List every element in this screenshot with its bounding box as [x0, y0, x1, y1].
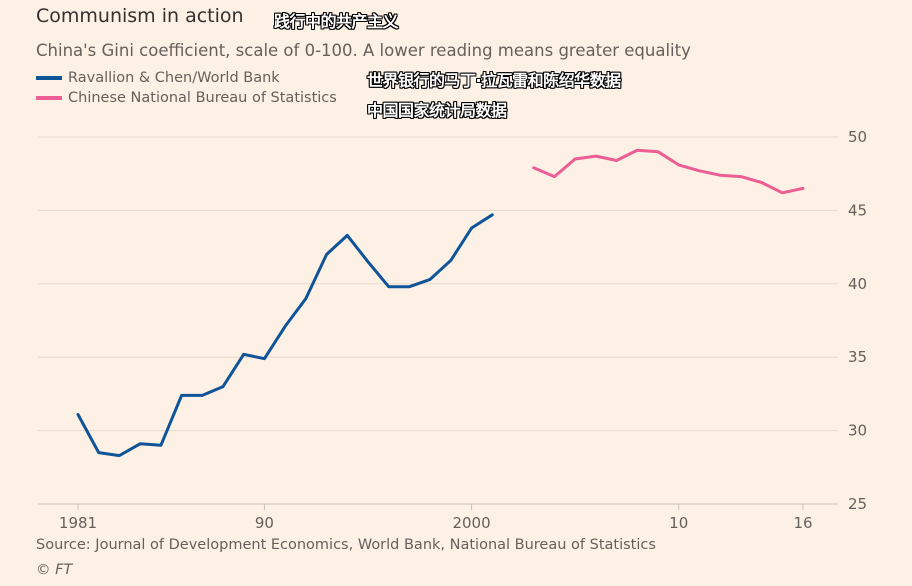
data-point: [346, 234, 349, 237]
chart-subtitle: China's Gini coefficient, scale of 0-100…: [36, 41, 691, 60]
data-point: [449, 259, 453, 262]
data-point: [594, 154, 598, 158]
data-point: [325, 253, 328, 256]
data-point: [138, 442, 142, 446]
data-point: [698, 169, 701, 172]
ft-credit: © FT: [36, 562, 73, 578]
data-point: [76, 413, 80, 416]
data-point: [615, 159, 618, 162]
source-note: Source: Journal of Development Economics…: [36, 537, 656, 553]
data-point: [781, 191, 784, 194]
y-tick-label: 40: [848, 275, 867, 293]
data-point: [366, 260, 370, 263]
y-tick-label: 25: [848, 495, 867, 513]
legend-item-world-bank: Ravallion & Chen/World Bank: [36, 69, 280, 87]
legend-chinese-overlay-2: 中国国家统计局数据: [367, 101, 507, 120]
y-tick-label: 45: [848, 201, 867, 219]
series-line-1: [76, 213, 494, 458]
data-point: [718, 173, 722, 177]
x-tick-label: 2000: [452, 514, 490, 532]
data-point: [221, 385, 225, 388]
data-point: [201, 394, 204, 397]
chart-title: Communism in action: [36, 5, 244, 27]
data-point: [180, 394, 183, 397]
data-point: [573, 157, 577, 161]
data-point: [387, 285, 390, 288]
data-point: [408, 285, 411, 288]
data-point: [242, 353, 245, 356]
legend-chinese-overlay-1: 世界银行的马丁·拉瓦雷和陈绍华数据: [367, 71, 621, 90]
y-tick-label: 30: [848, 422, 867, 440]
x-tick-label: 1981: [59, 514, 97, 532]
legend-label: Ravallion & Chen/World Bank: [68, 70, 280, 86]
data-point: [470, 226, 473, 230]
data-point: [118, 454, 121, 457]
title-chinese-overlay: 践行中的共产主义: [274, 12, 399, 31]
data-point: [553, 175, 556, 178]
data-point: [801, 187, 805, 190]
legend-swatch-pink: [36, 96, 62, 100]
x-tick-label: 10: [669, 514, 688, 532]
data-point: [263, 357, 266, 360]
data-point: [304, 297, 308, 300]
data-point: [532, 166, 535, 170]
series-line-2: [532, 148, 805, 195]
data-point: [159, 444, 163, 447]
y-tick-label: 50: [848, 128, 867, 146]
legend-swatch-blue: [36, 76, 62, 80]
data-point: [739, 175, 743, 178]
data-point: [283, 325, 287, 328]
legend-label: Chinese National Bureau of Statistics: [68, 90, 337, 106]
data-point: [677, 163, 680, 167]
y-tick-label: 35: [848, 348, 867, 366]
data-point: [428, 278, 432, 281]
x-tick-label: 90: [255, 514, 274, 532]
data-point: [656, 150, 660, 153]
legend-item-nbs: Chinese National Bureau of Statistics: [36, 89, 337, 107]
data-point: [491, 213, 494, 217]
x-tick-label: 16: [793, 514, 812, 532]
data-point: [97, 451, 100, 454]
data-point: [760, 181, 763, 184]
data-point: [636, 149, 639, 152]
